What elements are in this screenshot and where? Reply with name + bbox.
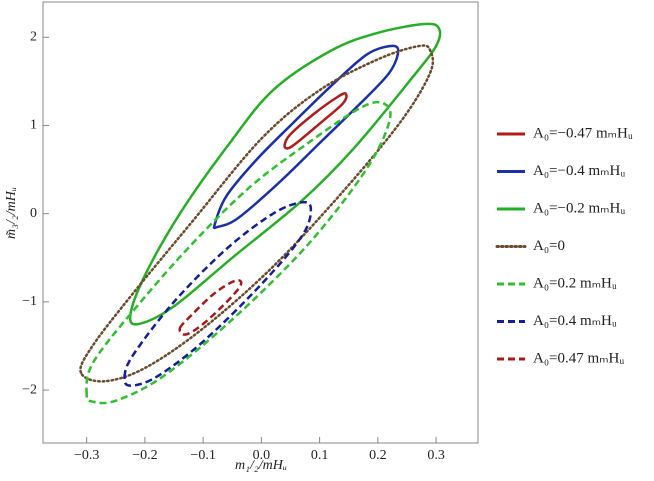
y-axis-label: m̃₃/₂/mHᵤ — [4, 187, 19, 239]
y-tick-label: 2 — [30, 29, 37, 44]
x-tick-label: 0.1 — [311, 448, 329, 463]
contour-line — [85, 100, 392, 405]
legend-label: A₀=−0.2 mₘHᵤ — [533, 200, 625, 216]
x-tick-label: −0.2 — [132, 448, 157, 463]
legend-label: A₀=−0.47 mₘHᵤ — [533, 125, 633, 141]
x-axis-label: m₁/₂/mHᵤ — [235, 458, 287, 473]
legend-label: A₀=0.47 mₘHᵤ — [533, 350, 624, 366]
y-tick-label: −1 — [22, 294, 37, 309]
y-tick-label: 0 — [30, 206, 37, 221]
x-tick-label: 0.3 — [427, 448, 445, 463]
legend-label: A₀=0.4 mₘHᵤ — [533, 313, 617, 329]
legend-label: A₀=0 — [533, 238, 565, 254]
contour-line — [79, 44, 435, 383]
x-tick-label: 0.0 — [253, 448, 271, 463]
y-tick-label: 1 — [30, 118, 37, 133]
x-tick-label: −0.3 — [74, 448, 99, 463]
contour-line — [283, 92, 348, 150]
y-tick-label: −2 — [22, 382, 37, 397]
contour-line — [212, 44, 400, 230]
contour-line — [123, 200, 313, 387]
legend-label: A₀=−0.4 mₘHᵤ — [533, 163, 625, 179]
x-tick-label: −0.1 — [190, 448, 215, 463]
contour-line — [178, 278, 243, 336]
x-tick-label: 0.2 — [369, 448, 387, 463]
legend-label: A₀=0.2 mₘHᵤ — [533, 275, 617, 291]
contour-line — [128, 22, 442, 326]
plot-frame — [42, 1, 479, 444]
